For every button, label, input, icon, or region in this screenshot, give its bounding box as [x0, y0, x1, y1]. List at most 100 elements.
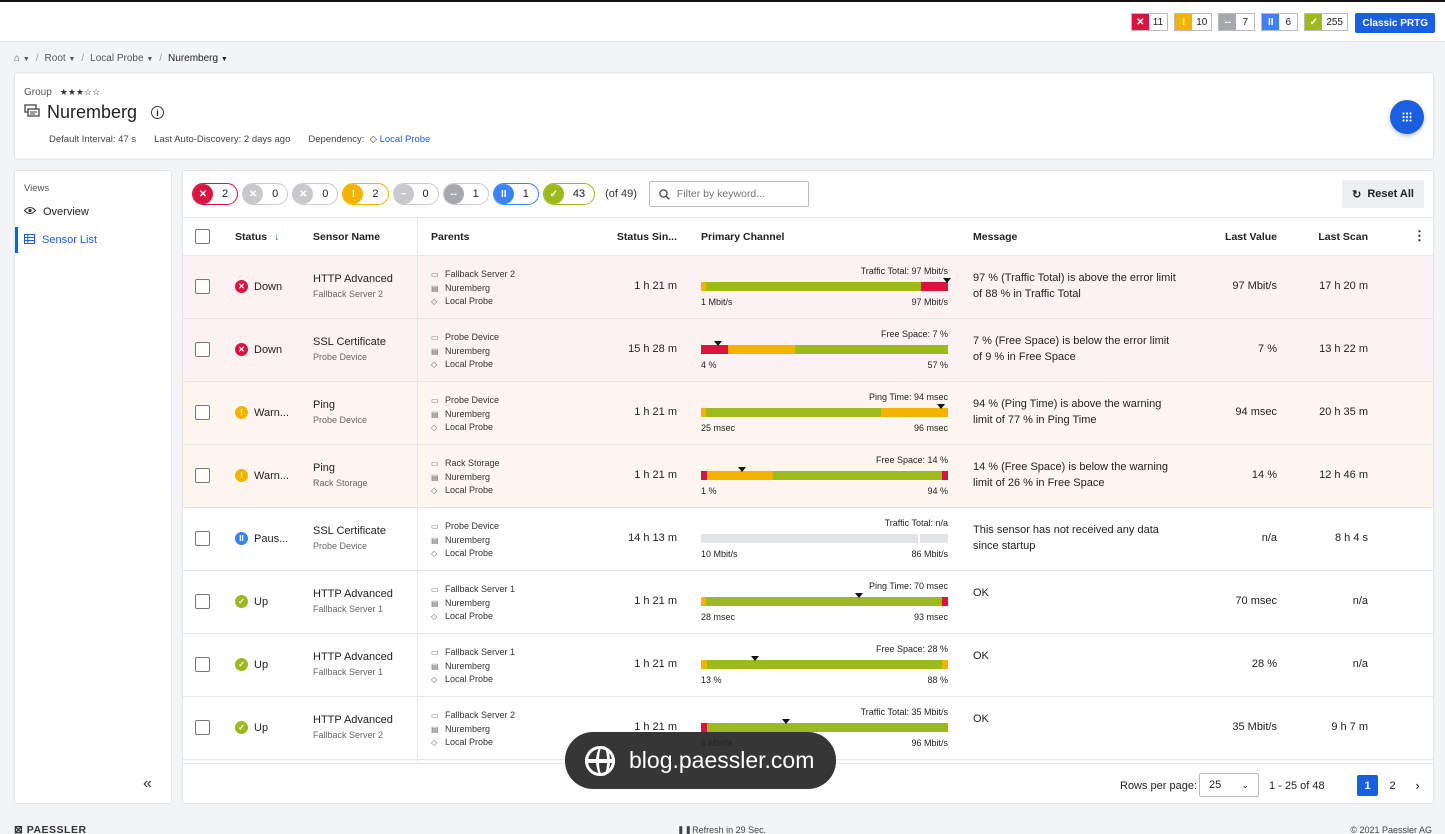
- column-message[interactable]: Message: [973, 231, 1018, 243]
- filter-chip-up[interactable]: ✓ 43: [542, 183, 596, 205]
- column-status[interactable]: Status ↓: [235, 231, 280, 243]
- apps-menu-button[interactable]: [1390, 100, 1424, 134]
- parent-item[interactable]: ◇ Local Probe: [431, 610, 515, 624]
- select-all-checkbox[interactable]: [195, 229, 210, 244]
- page-1-button[interactable]: 1: [1357, 775, 1378, 796]
- filter-chip-paused[interactable]: II 1: [492, 183, 539, 205]
- row-checkbox[interactable]: [195, 405, 210, 420]
- sensor-name[interactable]: Ping: [313, 462, 336, 474]
- sensor-name[interactable]: HTTP Advanced: [313, 273, 393, 285]
- column-primary-channel[interactable]: Primary Channel: [701, 231, 785, 243]
- parent-item[interactable]: ◇ Local Probe: [431, 484, 500, 498]
- sensor-name-cell[interactable]: SSL Certificate Probe Device: [313, 336, 386, 362]
- column-parents[interactable]: Parents: [431, 231, 470, 243]
- status-badge-down[interactable]: ✕ 11: [1130, 13, 1169, 31]
- sensor-name-cell[interactable]: HTTP Advanced Fallback Server 2: [313, 273, 393, 299]
- sensor-name-cell[interactable]: Ping Probe Device: [313, 399, 367, 425]
- row-checkbox[interactable]: [195, 720, 210, 735]
- badge-count: 255: [1326, 16, 1343, 28]
- parent-item[interactable]: ◇ Local Probe: [431, 547, 499, 561]
- row-checkbox[interactable]: [195, 657, 210, 672]
- column-status-since[interactable]: Status Sin...: [616, 231, 677, 243]
- column-last-value[interactable]: Last Value: [1225, 231, 1277, 243]
- breadcrumb-probe[interactable]: Local Probe ▼: [90, 53, 154, 64]
- row-checkbox[interactable]: [195, 531, 210, 546]
- column-options-icon[interactable]: ⋮: [1413, 228, 1426, 243]
- parent-item[interactable]: ▤ Nuremberg: [431, 597, 515, 611]
- parent-item[interactable]: ◇ Local Probe: [431, 736, 515, 750]
- sensor-name-cell[interactable]: HTTP Advanced Fallback Server 2: [313, 714, 393, 740]
- sensor-name[interactable]: HTTP Advanced: [313, 651, 393, 663]
- sensor-name-cell[interactable]: SSL Certificate Probe Device: [313, 525, 386, 551]
- rows-per-page-select[interactable]: 25 ⌄: [1199, 773, 1259, 797]
- sensor-name[interactable]: HTTP Advanced: [313, 588, 393, 600]
- status-badge-warning[interactable]: ! 10: [1174, 13, 1213, 31]
- filter-chip-unusual[interactable]: ~0: [392, 183, 439, 205]
- status-badge-unknown[interactable]: -- 7: [1218, 13, 1256, 31]
- filter-search-box[interactable]: [648, 181, 809, 207]
- filter-chip-warning[interactable]: ! 2: [342, 183, 389, 205]
- parent-item[interactable]: ▤ Nuremberg: [431, 534, 499, 548]
- collapse-sidebar-icon[interactable]: «: [143, 775, 152, 792]
- parent-item[interactable]: ▭ Probe Device: [431, 394, 499, 408]
- sidebar-item-sensor-list[interactable]: Sensor List: [15, 227, 172, 253]
- filter-chip-downpartial[interactable]: ✕ 0: [292, 183, 339, 205]
- channel-bar-segment: [772, 471, 942, 480]
- parent-item[interactable]: ◇ Local Probe: [431, 673, 515, 687]
- filter-keyword-input[interactable]: [676, 188, 797, 200]
- table-row[interactable]: ✓ Up HTTP Advanced Fallback Server 1 ▭ Fa…: [183, 571, 1433, 634]
- sensor-name[interactable]: SSL Certificate: [313, 525, 386, 537]
- parent-item[interactable]: ▤ Nuremberg: [431, 282, 515, 296]
- table-row[interactable]: ✕ Down HTTP Advanced Fallback Server 2 ▭…: [183, 256, 1433, 319]
- breadcrumb-root[interactable]: Root ▼: [44, 53, 76, 64]
- table-row[interactable]: ! Warn... Ping Probe Device ▭ Probe Devic…: [183, 382, 1433, 445]
- sensor-name-cell[interactable]: HTTP Advanced Fallback Server 1: [313, 588, 393, 614]
- refresh-timer[interactable]: ❚❚Refresh in 29 Sec.: [677, 825, 767, 834]
- status-badge-paused[interactable]: II 6: [1261, 13, 1299, 31]
- classic-prtg-button[interactable]: Classic PRTG: [1355, 13, 1435, 33]
- row-checkbox[interactable]: [195, 342, 210, 357]
- parent-item[interactable]: ▭ Rack Storage: [431, 457, 500, 471]
- table-row[interactable]: ! Warn... Ping Rack Storage ▭ Rack Storag…: [183, 445, 1433, 508]
- row-checkbox[interactable]: [195, 468, 210, 483]
- parent-item[interactable]: ▭ Fallback Server 1: [431, 583, 515, 597]
- table-row[interactable]: ✓ Up HTTP Advanced Fallback Server 1 ▭ Fa…: [183, 634, 1433, 697]
- parent-item[interactable]: ▭ Fallback Server 2: [431, 709, 515, 723]
- parent-item[interactable]: ▤ Nuremberg: [431, 408, 499, 422]
- filter-chip-unknown[interactable]: -- 1: [442, 183, 489, 205]
- dependency-link[interactable]: Local Probe: [379, 134, 431, 145]
- parent-item[interactable]: ▭ Fallback Server 2: [431, 268, 515, 282]
- column-sensor-name[interactable]: Sensor Name: [313, 231, 381, 243]
- info-icon[interactable]: i: [151, 106, 165, 119]
- parent-item[interactable]: ▭ Fallback Server 1: [431, 646, 515, 660]
- sensor-name-cell[interactable]: HTTP Advanced Fallback Server 1: [313, 651, 393, 677]
- status-badge-up[interactable]: ✓ 255: [1304, 13, 1348, 31]
- sensor-name[interactable]: Ping: [313, 399, 336, 411]
- parent-item[interactable]: ▭ Probe Device: [431, 331, 499, 345]
- table-row[interactable]: II Paus... SSL Certificate Probe Device …: [183, 508, 1433, 571]
- column-last-scan[interactable]: Last Scan: [1318, 231, 1368, 243]
- table-row[interactable]: ✕ Down SSL Certificate Probe Device ▭ Pro…: [183, 319, 1433, 382]
- filter-chip-downack[interactable]: ✕ 0: [242, 183, 289, 205]
- parent-item[interactable]: ▭ Probe Device: [431, 520, 499, 534]
- parent-item[interactable]: ◇ Local Probe: [431, 295, 515, 309]
- parent-item[interactable]: ◇ Local Probe: [431, 421, 499, 435]
- filter-chip-down[interactable]: ✕ 2: [192, 183, 239, 205]
- parent-item[interactable]: ◇ Local Probe: [431, 358, 499, 372]
- sensor-name-cell[interactable]: Ping Rack Storage: [313, 462, 368, 488]
- next-page-icon[interactable]: ›: [1415, 778, 1420, 793]
- breadcrumb-current[interactable]: Nuremberg ▼: [168, 53, 228, 64]
- page-2-button[interactable]: 2: [1389, 779, 1396, 792]
- priority-stars[interactable]: ★★★☆☆: [59, 87, 101, 97]
- parent-item[interactable]: ▤ Nuremberg: [431, 345, 499, 359]
- reset-all-button[interactable]: ↻ Reset All: [1342, 180, 1424, 208]
- sensor-name[interactable]: SSL Certificate: [313, 336, 386, 348]
- row-checkbox[interactable]: [195, 594, 210, 609]
- home-icon[interactable]: ⌂ ▼: [14, 53, 30, 64]
- parent-item[interactable]: ▤ Nuremberg: [431, 660, 515, 674]
- sidebar-item-overview[interactable]: Overview: [15, 199, 172, 225]
- sensor-name[interactable]: HTTP Advanced: [313, 714, 393, 726]
- parent-item[interactable]: ▤ Nuremberg: [431, 723, 515, 737]
- row-checkbox[interactable]: [195, 279, 210, 294]
- parent-item[interactable]: ▤ Nuremberg: [431, 471, 500, 485]
